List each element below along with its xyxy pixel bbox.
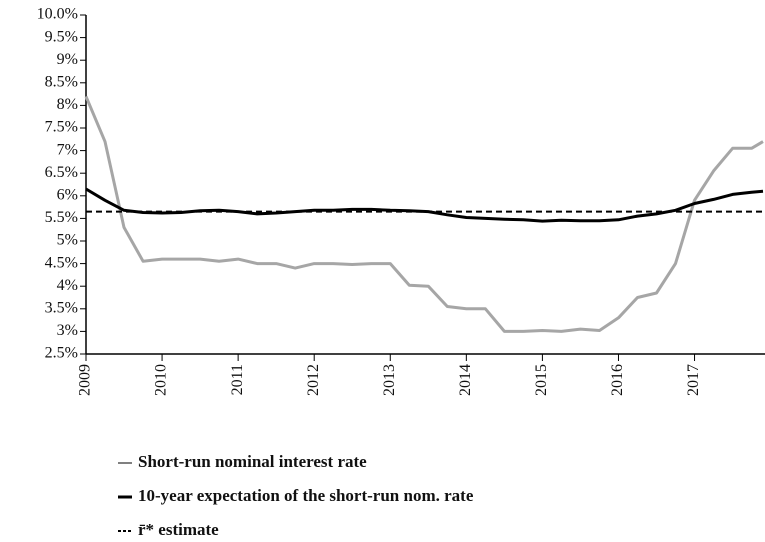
x-tick-label: 2016 — [609, 364, 626, 396]
x-tick-label: 2012 — [305, 364, 322, 396]
x-tick-label: 2010 — [153, 364, 170, 396]
series-line — [84, 95, 764, 333]
legend-label: 10-year expectation of the short-run nom… — [138, 486, 474, 505]
series-line — [85, 187, 764, 223]
y-tick-label: 5% — [57, 232, 78, 249]
x-tick-label: 2013 — [381, 364, 398, 396]
legend-label: r̄* estimate — [138, 520, 219, 539]
x-tick-label: 2011 — [229, 364, 246, 395]
y-tick-label: 2.5% — [45, 345, 78, 362]
x-tick-label: 2014 — [457, 364, 474, 396]
y-tick-label: 8.5% — [45, 73, 78, 90]
y-tick-label: 4% — [57, 277, 78, 294]
x-tick-label: 2009 — [77, 364, 94, 396]
legend-label: Short-run nominal interest rate — [138, 452, 367, 471]
x-tick-label: 2015 — [533, 364, 550, 396]
x-tick-label: 2017 — [685, 364, 702, 396]
y-tick-label: 10.0% — [37, 6, 78, 23]
y-tick-label: 5.5% — [45, 209, 78, 226]
y-tick-label: 8% — [57, 96, 78, 113]
y-tick-label: 6% — [57, 186, 78, 203]
y-tick-label: 3% — [57, 322, 78, 339]
y-tick-label: 7.5% — [45, 119, 78, 136]
y-tick-label: 3.5% — [45, 299, 78, 316]
y-tick-label: 9% — [57, 51, 78, 68]
y-tick-label: 7% — [57, 141, 78, 158]
y-tick-label: 4.5% — [45, 254, 78, 271]
y-tick-label: 6.5% — [45, 164, 78, 181]
y-tick-label: 9.5% — [45, 28, 78, 45]
